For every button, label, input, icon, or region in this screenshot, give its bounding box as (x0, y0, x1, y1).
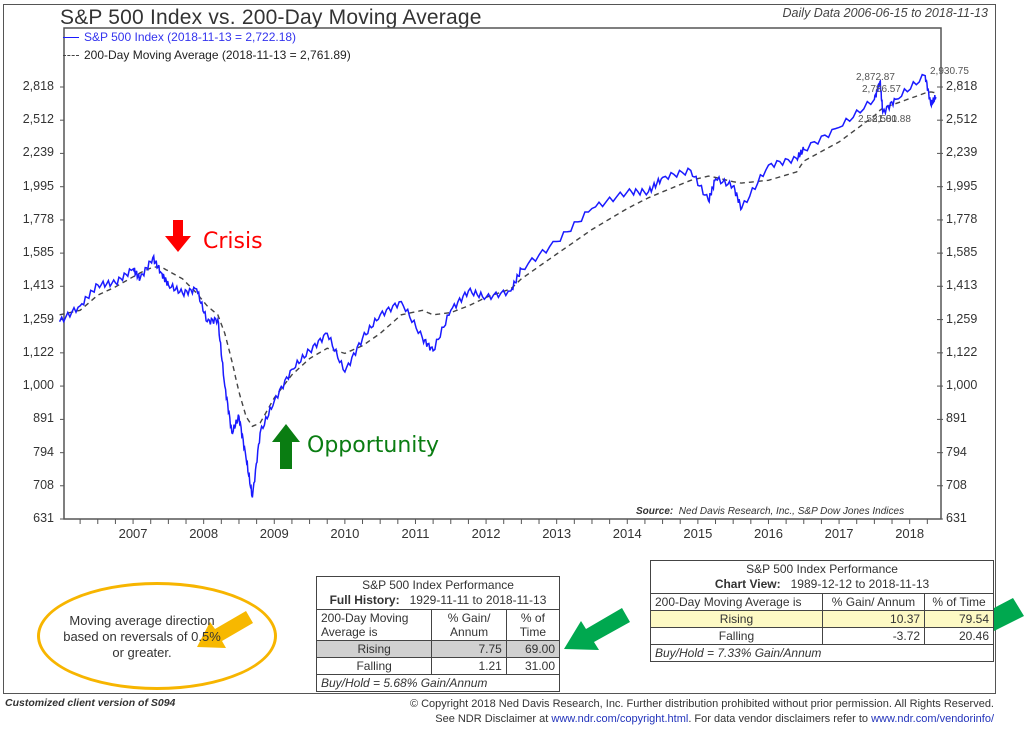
y-tick-label: 794 (33, 444, 54, 459)
value-label: 2,872.87 (856, 72, 895, 83)
x-tick-label: 2014 (612, 526, 642, 541)
plot-area (63, 27, 942, 520)
index-line (58, 73, 937, 498)
y-tick-label: 1,122 (946, 344, 978, 359)
col-header-time: % of Time (924, 593, 994, 611)
y-tick-label: 1,995 (22, 178, 54, 193)
oval-note-text: Moving average direction based on revers… (63, 613, 221, 660)
legend-item-ma: 200-Day Moving Average (2018-11-13 = 2,7… (63, 46, 351, 64)
solid-line-swatch-icon (63, 36, 79, 38)
y-tick-label: 708 (33, 477, 54, 492)
y-tick-label: 1,000 (946, 378, 978, 393)
dashed-line-swatch-icon (63, 54, 79, 56)
x-tick-label: 2013 (542, 526, 572, 541)
legend-item-index: S&P 500 Index (2018-11-13 = 2,722.18) (63, 28, 351, 46)
table-title: S&P 500 Index Performance Full History: … (316, 576, 560, 610)
full-history-table: S&P 500 Index Performance Full History: … (315, 576, 561, 692)
y-tick-label: 2,818 (22, 79, 54, 93)
table-row: Falling 1.21 31.00 (315, 657, 561, 675)
col-header-gain: % Gain/ Annum (821, 593, 926, 611)
y-tick-label: 794 (946, 444, 967, 459)
value-label: 2,581.00 (858, 114, 897, 125)
x-tick-label: 2018 (895, 526, 925, 541)
x-tick-label: 2012 (471, 526, 501, 541)
y-tick-label: 1,413 (22, 278, 54, 293)
y-tick-label: 631 (33, 511, 54, 525)
x-tick-label: 2009 (259, 526, 289, 541)
opportunity-arrow-icon (272, 424, 300, 469)
vendorinfo-link[interactable]: www.ndr.com/vendorinfo/ (871, 713, 994, 725)
y-tick-label: 2,512 (946, 112, 978, 127)
y-tick-label: 1,995 (946, 178, 978, 193)
copyright-notice: © Copyright 2018 Ned Davis Research, Inc… (409, 698, 994, 725)
y-tick-label: 891 (946, 411, 967, 426)
x-tick-label: 2015 (683, 526, 713, 541)
y-tick-label: 1,122 (22, 344, 54, 359)
x-tick-label: 2007 (118, 526, 148, 541)
y-tick-label: 1,778 (946, 211, 978, 226)
opportunity-label: Opportunity (307, 433, 440, 458)
value-label: 2,581.88 (872, 114, 911, 125)
y-tick-label: 1,778 (22, 211, 54, 226)
copyright-link[interactable]: www.ndr.com/copyright.html (551, 713, 689, 725)
client-version-note: Customized client version of S094 (5, 697, 176, 709)
x-tick-label: 2008 (189, 526, 219, 541)
table-row: Rising 10.37 79.54 (650, 610, 994, 628)
y-tick-label: 631 (946, 511, 967, 525)
ma-line (59, 91, 936, 428)
y-tick-label: 1,259 (22, 311, 54, 326)
table-row: Falling -3.72 20.46 (650, 627, 994, 645)
crisis-arrow-icon (165, 220, 191, 252)
y-tick-label: 1,259 (946, 311, 978, 326)
col-header-label: 200-Day Moving Average is (650, 593, 823, 611)
date-range: Daily Data 2006-06-15 to 2018-11-13 (782, 6, 988, 20)
y-tick-label: 1,585 (22, 245, 54, 260)
y-tick-label: 891 (33, 411, 54, 426)
table-footer: Buy/Hold = 7.33% Gain/Annum (650, 644, 994, 662)
y-tick-label: 708 (946, 477, 967, 492)
col-header-gain: % Gain/ Annum (431, 609, 507, 641)
chart-view-table: S&P 500 Index Performance Chart View: 19… (650, 560, 994, 662)
chart-frame (3, 4, 996, 694)
x-tick-label: 2016 (754, 526, 783, 541)
y-tick-label: 2,512 (22, 112, 54, 127)
crisis-label: Crisis (203, 229, 263, 254)
legend: S&P 500 Index (2018-11-13 = 2,722.18) 20… (63, 28, 351, 64)
x-tick-label: 2011 (401, 526, 430, 541)
value-label: 2,930.75 (930, 66, 969, 77)
x-tick-label: 2010 (330, 526, 360, 541)
y-tick-label: 1,413 (946, 278, 978, 293)
green-arrow-icon (564, 608, 630, 650)
table-row: Rising 7.75 69.00 (315, 640, 561, 658)
source-note: Source: Ned Davis Research, Inc., S&P Do… (636, 506, 905, 517)
col-header-time: % of Time (505, 609, 561, 641)
y-tick-label: 2,239 (22, 145, 54, 160)
note-oval (37, 582, 277, 690)
y-tick-label: 2,239 (946, 145, 978, 160)
table-footer: Buy/Hold = 5.68% Gain/Annum (316, 674, 560, 692)
value-label: 2,786.57 (862, 84, 901, 95)
col-header-label: 200-Day Moving Average is (315, 609, 433, 641)
table-title: S&P 500 Index Performance Chart View: 19… (650, 560, 994, 594)
y-tick-label: 2,818 (946, 79, 978, 93)
x-tick-label: 2017 (824, 526, 854, 541)
y-tick-label: 1,000 (22, 378, 54, 393)
y-tick-label: 1,585 (946, 245, 978, 260)
chart-title: S&P 500 Index vs. 200-Day Moving Average (60, 6, 482, 29)
